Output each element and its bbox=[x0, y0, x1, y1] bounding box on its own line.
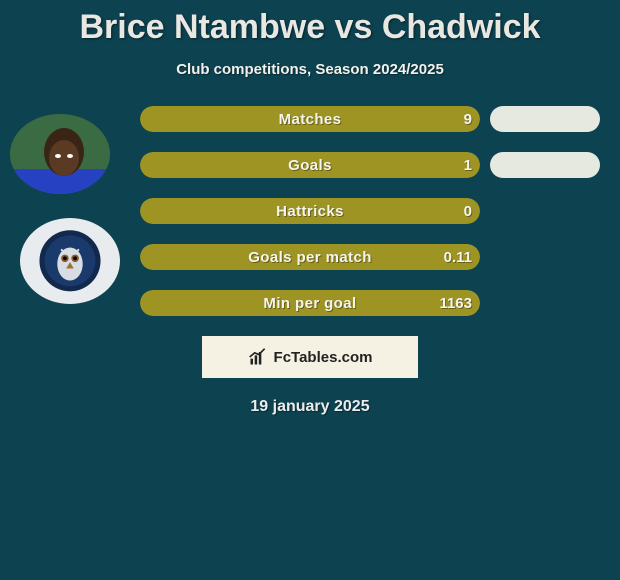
player-photo bbox=[10, 114, 110, 194]
stat-bar-track: Hattricks0 bbox=[140, 198, 480, 224]
stat-bar-track: Matches9 bbox=[140, 106, 480, 132]
stat-bars: Matches9Goals1Hattricks0Goals per match0… bbox=[140, 106, 480, 316]
stat-label: Hattricks bbox=[140, 198, 480, 224]
stat-label: Min per goal bbox=[140, 290, 480, 316]
stat-value-left: 9 bbox=[464, 106, 472, 132]
stat-bar-track: Goals per match0.11 bbox=[140, 244, 480, 270]
stat-row: Hattricks0 bbox=[140, 198, 480, 224]
club-badge-icon bbox=[33, 229, 107, 293]
stat-value-left: 1163 bbox=[439, 290, 472, 316]
player-photo-icon bbox=[10, 114, 110, 194]
stat-label: Matches bbox=[140, 106, 480, 132]
chart-icon bbox=[248, 347, 268, 367]
stat-row: Matches9 bbox=[140, 106, 480, 132]
stat-label: Goals per match bbox=[140, 244, 480, 270]
stat-label: Goals bbox=[140, 152, 480, 178]
watermark: FcTables.com bbox=[202, 336, 418, 378]
club-badge bbox=[20, 218, 120, 304]
stat-pill-right bbox=[490, 152, 600, 178]
stat-row: Goals1 bbox=[140, 152, 480, 178]
stat-bar-track: Goals1 bbox=[140, 152, 480, 178]
page-subtitle: Club competitions, Season 2024/2025 bbox=[0, 61, 620, 78]
date-text: 19 january 2025 bbox=[0, 398, 620, 416]
stat-row: Goals per match0.11 bbox=[140, 244, 480, 270]
stat-row: Min per goal1163 bbox=[140, 290, 480, 316]
stat-pill-right bbox=[490, 106, 600, 132]
stat-bar-track: Min per goal1163 bbox=[140, 290, 480, 316]
stat-value-left: 0 bbox=[464, 198, 472, 224]
stat-value-left: 0.11 bbox=[444, 244, 472, 270]
page-title: Brice Ntambwe vs Chadwick bbox=[0, 0, 620, 47]
stat-value-left: 1 bbox=[464, 152, 472, 178]
comparison-content: Matches9Goals1Hattricks0Goals per match0… bbox=[0, 106, 620, 416]
watermark-text: FcTables.com bbox=[274, 349, 373, 366]
